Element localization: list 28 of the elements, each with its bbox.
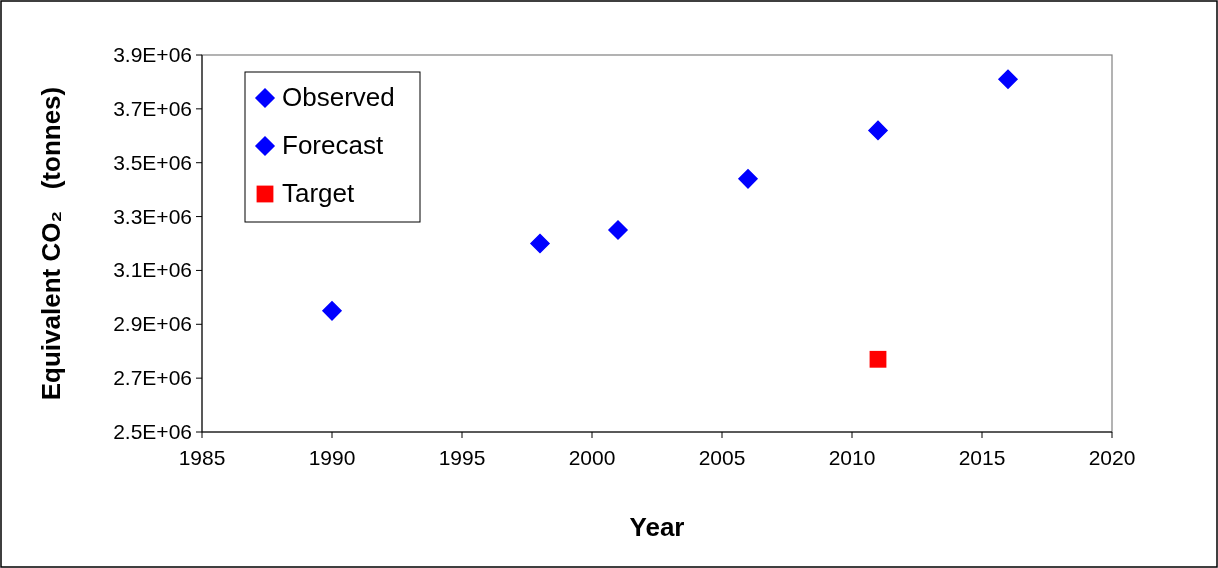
legend-label: Forecast [282, 130, 384, 160]
x-tick-label: 1995 [438, 446, 486, 469]
y-tick-label: 3.9E+06 [113, 43, 192, 66]
legend-label: Target [282, 178, 356, 208]
x-tick-label: 2015 [958, 446, 1006, 469]
point [868, 120, 888, 141]
y-axis-title: Equivalent CO₂ (tonnes) [36, 86, 66, 401]
point [998, 69, 1018, 89]
y-tick-label: 3.1E+06 [113, 258, 192, 282]
x-tick-label: 2000 [568, 446, 616, 469]
x-tick-label: 1985 [178, 446, 226, 469]
y-tick-label: 2.9E+06 [113, 312, 192, 336]
x-tick-label: 2005 [698, 446, 746, 469]
y-tick-label: 3.5E+06 [113, 150, 192, 174]
legend-label: Observed [282, 82, 395, 112]
y-tick-label: 2.7E+06 [113, 366, 192, 390]
point [738, 169, 758, 189]
x-tick-label: 2020 [1088, 446, 1136, 469]
y-tick-label: 2.5E+06 [113, 420, 192, 443]
point [869, 350, 887, 368]
x-tick-label: 1990 [308, 446, 356, 469]
x-tick-label: 2010 [828, 446, 876, 469]
y-tick-label: 3.7E+06 [113, 96, 192, 120]
point [608, 220, 628, 240]
y-tick-label: 3.3E+06 [113, 204, 192, 228]
point [530, 233, 550, 254]
point [322, 301, 342, 321]
x-axis-title: Year [629, 512, 685, 542]
